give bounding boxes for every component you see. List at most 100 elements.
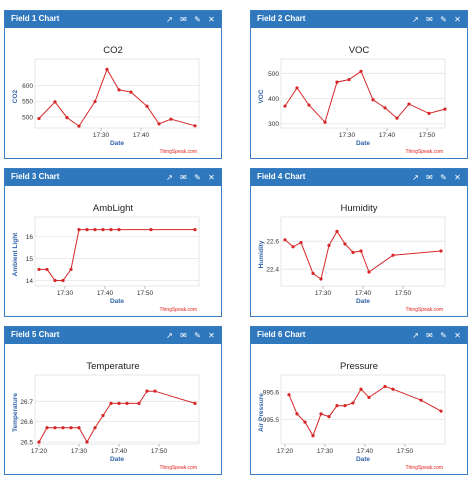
y-tick-label: 550: [22, 99, 33, 106]
data-point: [65, 116, 69, 120]
plot-area: [280, 374, 446, 445]
data-point: [407, 102, 411, 106]
close-icon[interactable]: ✕: [208, 330, 215, 340]
credit-text: ThingSpeak.com: [405, 465, 443, 471]
panel-title: Field 1 Chart: [11, 14, 60, 23]
data-point: [37, 116, 41, 121]
data-point: [311, 271, 315, 275]
comment-icon[interactable]: ✉: [426, 330, 433, 340]
external-link-icon[interactable]: ↗: [412, 172, 419, 182]
data-point: [101, 228, 105, 232]
pencil-icon[interactable]: ✎: [194, 172, 201, 182]
chart-panel-5: Field 5 Chart ↗ ✉ ✎ ✕ 26.5 26.6 26.7 17:20 17:30 1…: [4, 326, 222, 475]
close-icon[interactable]: ✕: [454, 14, 461, 24]
external-link-icon[interactable]: ↗: [166, 330, 173, 340]
comment-icon[interactable]: ✉: [180, 14, 187, 24]
y-tick-label: 14: [26, 278, 34, 285]
external-link-icon[interactable]: ↗: [166, 14, 173, 24]
line-chart: 500 550 600 17:30 17:40 CO2 Date CO2 ThingSpeak.…: [12, 45, 200, 155]
pencil-icon[interactable]: ✎: [440, 172, 447, 182]
pencil-icon[interactable]: ✎: [194, 14, 201, 24]
plot-area: [34, 58, 200, 129]
external-link-icon[interactable]: ↗: [166, 172, 173, 182]
x-axis-label: Date: [356, 140, 370, 147]
close-icon[interactable]: ✕: [208, 172, 215, 182]
data-point: [45, 426, 49, 430]
pencil-icon[interactable]: ✎: [440, 330, 447, 340]
x-tick-label: 17:40: [357, 448, 374, 455]
pencil-icon[interactable]: ✎: [440, 14, 447, 24]
pencil-icon[interactable]: ✎: [194, 330, 201, 340]
y-axis-label: VOC: [258, 89, 265, 103]
data-point: [153, 389, 157, 393]
data-point: [319, 277, 323, 281]
line-chart: 300 400 500 17:30 17:40 17:50 VOC Date VOC ThingS…: [258, 45, 447, 155]
close-icon[interactable]: ✕: [454, 330, 461, 340]
y-tick-label: 995.6: [263, 389, 280, 396]
credit-text: ThingSpeak.com: [159, 465, 197, 471]
data-point: [443, 107, 447, 111]
close-icon[interactable]: ✕: [208, 14, 215, 24]
chart-title: Humidity: [341, 203, 378, 214]
data-point: [347, 78, 351, 82]
x-tick-label: 17:30: [317, 448, 334, 455]
data-point: [427, 111, 431, 115]
y-tick-label: 600: [22, 83, 33, 90]
data-point: [69, 267, 73, 272]
x-tick-label: 17:30: [315, 290, 332, 297]
x-tick-label: 17:40: [379, 132, 396, 139]
y-axis-label: Ambient Light: [12, 232, 19, 277]
data-point: [295, 86, 299, 90]
panel-header: Field 1 Chart ↗ ✉ ✎ ✕: [5, 11, 221, 28]
data-point: [149, 228, 153, 232]
x-tick-label: 17:50: [397, 448, 414, 455]
y-tick-label: 26.6: [20, 419, 33, 426]
close-icon[interactable]: ✕: [454, 172, 461, 182]
series-line: [38, 390, 196, 444]
data-point: [77, 124, 81, 128]
y-tick-label: 500: [22, 114, 33, 121]
data-point: [145, 104, 149, 108]
data-point: [439, 409, 443, 413]
data-point: [137, 401, 141, 405]
y-axis-label: Temperature: [12, 393, 19, 432]
data-point: [295, 412, 299, 416]
plot-area: [280, 58, 446, 129]
chart-title: AmbLight: [93, 203, 133, 214]
x-tick-label: 17:40: [355, 290, 372, 297]
y-axis-label: CO2: [12, 89, 19, 103]
plot-area: [280, 216, 446, 287]
x-tick-label: 17:50: [137, 290, 154, 297]
external-link-icon[interactable]: ↗: [412, 14, 419, 24]
comment-icon[interactable]: ✉: [180, 172, 187, 182]
data-point: [351, 401, 355, 405]
line-chart: 22.4 22.6 17:30 17:40 17:50 Humidity Date Humid…: [258, 203, 446, 313]
external-link-icon[interactable]: ↗: [412, 330, 419, 340]
plot-area: [34, 216, 200, 287]
data-point: [343, 242, 347, 246]
comment-icon[interactable]: ✉: [180, 330, 187, 340]
data-point: [283, 104, 287, 108]
comment-icon[interactable]: ✉: [426, 14, 433, 24]
data-point: [37, 267, 41, 272]
data-point: [291, 245, 295, 249]
data-point: [93, 228, 97, 232]
data-point: [53, 278, 57, 283]
data-point: [343, 404, 347, 408]
series-line: [38, 68, 196, 127]
data-point: [109, 401, 113, 405]
line-chart: 995.5 995.6 17:20 17:30 17:40 17:50 Pressure Da…: [258, 361, 446, 471]
plot-area: [34, 374, 200, 445]
data-point: [61, 278, 65, 283]
data-point: [193, 228, 197, 232]
chart-panel-6: Field 6 Chart ↗ ✉ ✎ ✕ 995.5 995.6 17:20 17:30 17:…: [250, 326, 468, 475]
data-point: [85, 228, 89, 232]
credit-text: ThingSpeak.com: [159, 307, 197, 313]
y-tick-label: 26.5: [20, 439, 33, 446]
data-point: [145, 389, 149, 393]
data-point: [335, 80, 339, 84]
comment-icon[interactable]: ✉: [426, 172, 433, 182]
data-point: [77, 426, 81, 430]
panel-header: Field 5 Chart ↗ ✉ ✎ ✕: [5, 327, 221, 344]
data-point: [395, 116, 399, 120]
